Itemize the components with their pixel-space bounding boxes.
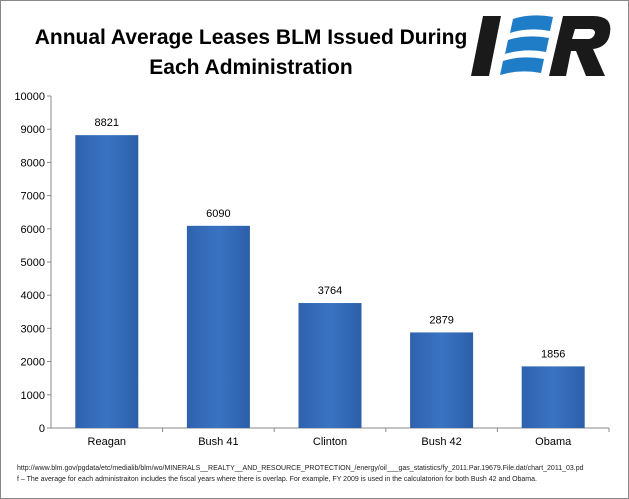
chart-title: Annual Average Leases BLM Issued During … <box>34 26 468 79</box>
data-label: 8821 <box>95 117 119 129</box>
x-tick-label: Reagan <box>88 436 127 448</box>
x-tick-label: Bush 42 <box>421 436 461 448</box>
y-tick-label: 8000 <box>21 157 45 169</box>
y-tick-label: 9000 <box>21 124 45 136</box>
y-tick-label: 7000 <box>21 191 45 203</box>
data-label: 2879 <box>429 314 453 326</box>
bar <box>521 366 585 428</box>
data-label: 6090 <box>206 208 230 220</box>
bar <box>75 135 139 428</box>
x-tick-label: Obama <box>535 436 572 448</box>
bar <box>186 225 250 428</box>
y-tick-label: 1000 <box>21 390 45 402</box>
bar <box>410 332 474 428</box>
y-tick-label: 4000 <box>21 290 45 302</box>
ier-logo <box>471 15 611 76</box>
y-tick-label: 3000 <box>21 323 45 335</box>
y-tick-label: 2000 <box>21 357 45 369</box>
bar-chart: 0 1000 2000 3000 4000 5000 6000 7000 8000 9000 100… <box>14 91 610 448</box>
data-label: 1856 <box>541 348 565 360</box>
y-tick-label: 10000 <box>14 91 45 103</box>
source-footnote: http://www.blm.gov/pgdata/etc/medialib/b… <box>17 463 584 485</box>
data-label: 3764 <box>318 285 342 297</box>
bar <box>298 303 362 428</box>
y-tick-label: 5000 <box>21 257 45 269</box>
x-tick-label: Clinton <box>313 436 347 448</box>
footnote-source-url: http://www.blm.gov/pgdata/etc/medialib/b… <box>17 465 584 472</box>
y-tick-label: 6000 <box>21 224 45 236</box>
x-tick-label: Bush 41 <box>198 436 238 448</box>
y-tick-label: 0 <box>39 423 45 435</box>
footnote-note: f – The average for each administraiton … <box>17 476 537 483</box>
